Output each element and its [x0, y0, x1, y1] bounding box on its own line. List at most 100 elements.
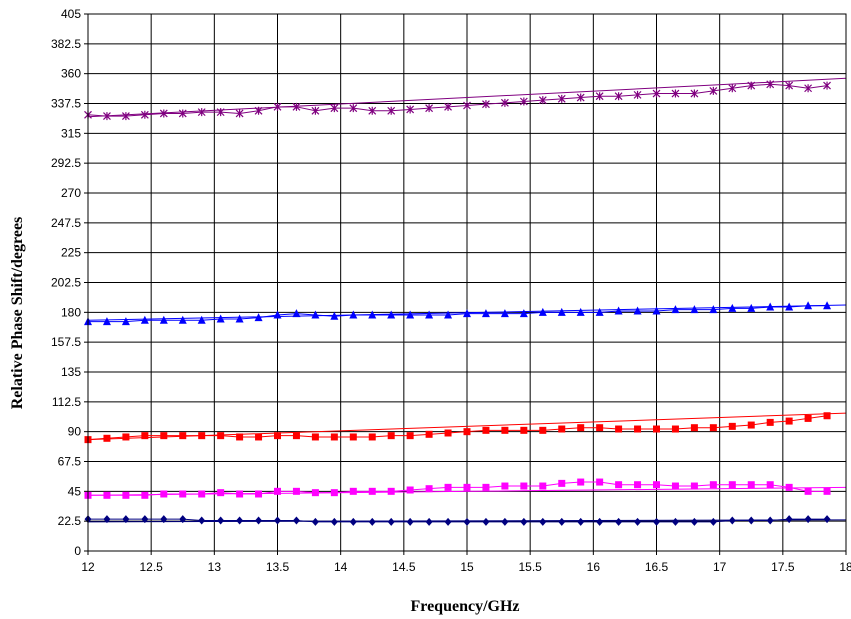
data-point: [216, 108, 225, 117]
data-point: [349, 517, 357, 526]
data-point: [179, 432, 187, 440]
data-point: [425, 104, 434, 113]
data-point: [387, 487, 395, 495]
y-tick-label: 405: [61, 7, 81, 21]
data-point: [463, 517, 471, 526]
trend-line: [87, 486, 847, 496]
data-point: [747, 421, 755, 429]
data-point: [596, 478, 604, 486]
data-point: [198, 490, 206, 498]
data-point: [216, 314, 225, 323]
y-tick-label: 180: [61, 305, 81, 319]
data-point: [292, 309, 301, 318]
data-point: [406, 105, 415, 114]
data-point: [273, 310, 282, 319]
y-tick-label: 45: [68, 484, 82, 498]
data-point: [178, 109, 187, 118]
data-point: [482, 517, 490, 526]
x-tick-label: 16: [587, 560, 601, 574]
data-point: [804, 84, 813, 93]
data-point: [785, 302, 794, 311]
grid-lines: [87, 13, 847, 552]
data-point: [652, 89, 661, 98]
data-point: [804, 414, 812, 422]
data-point: [823, 81, 831, 90]
data-point: [482, 100, 490, 109]
y-tick-label: 337.5: [51, 97, 81, 111]
data-point: [577, 424, 585, 432]
data-point: [766, 80, 775, 89]
data-point: [217, 516, 225, 525]
data-point: [254, 313, 263, 322]
data-point: [785, 417, 793, 425]
y-tick-label: 247.5: [51, 216, 81, 230]
data-point: [615, 481, 623, 489]
data-point: [444, 517, 452, 526]
data-point: [217, 432, 225, 440]
data-point: [463, 428, 471, 436]
data-point: [236, 516, 244, 525]
data-point: [690, 89, 699, 98]
data-point: [615, 517, 623, 526]
data-point: [481, 309, 490, 318]
data-point: [804, 487, 812, 495]
data-point: [235, 314, 244, 323]
y-tick-label: 270: [61, 186, 81, 200]
data-point: [823, 515, 831, 524]
series-star: [84, 80, 831, 121]
data-point: [122, 491, 130, 499]
data-point: [273, 102, 282, 111]
data-point: [255, 490, 263, 498]
y-axis-title: Relative Phase Shift/degrees: [9, 217, 26, 410]
data-point: [690, 517, 698, 526]
data-point: [463, 309, 471, 318]
data-point: [709, 517, 717, 526]
data-point: [728, 84, 737, 93]
data-point: [274, 516, 281, 525]
y-tick-label: 90: [68, 425, 82, 439]
data-point: [709, 481, 717, 489]
y-tick-label: 112.5: [52, 395, 81, 409]
y-tick-label: 382.5: [51, 37, 81, 51]
data-point: [576, 307, 585, 316]
x-tick-label: 14.5: [392, 560, 416, 574]
data-point: [197, 315, 206, 324]
data-point: [330, 489, 338, 497]
data-point: [577, 517, 585, 526]
data-point: [349, 310, 358, 319]
data-point: [557, 307, 566, 316]
y-tick-label: 22.5: [58, 514, 82, 528]
data-point: [311, 106, 320, 115]
data-point: [179, 515, 187, 524]
data-point: [538, 307, 547, 316]
series-triangle: [84, 301, 832, 326]
x-tick-label: 17: [713, 560, 727, 574]
data-point: [178, 315, 187, 324]
x-tick-label: 12.5: [139, 560, 163, 574]
data-point: [804, 301, 813, 310]
data-point: [254, 106, 263, 115]
data-point: [330, 104, 339, 113]
data-point: [558, 517, 566, 526]
data-point: [444, 483, 452, 491]
data-point: [368, 517, 376, 526]
data-point: [690, 424, 698, 432]
x-tick-label: 15: [460, 560, 474, 574]
data-point: [785, 81, 794, 90]
data-point: [519, 309, 528, 318]
x-tick-label: 17.5: [771, 560, 795, 574]
series-line: [88, 305, 828, 323]
data-point: [633, 306, 642, 315]
data-point: [709, 305, 718, 314]
data-point: [292, 102, 301, 111]
data-series: [84, 80, 832, 526]
data-point: [823, 487, 831, 495]
data-point: [709, 86, 718, 95]
data-point: [444, 102, 452, 111]
data-point: [255, 516, 263, 525]
series-square: [84, 412, 831, 444]
data-point: [103, 112, 111, 121]
x-tick-label: 12: [81, 560, 95, 574]
data-point: [539, 482, 547, 490]
